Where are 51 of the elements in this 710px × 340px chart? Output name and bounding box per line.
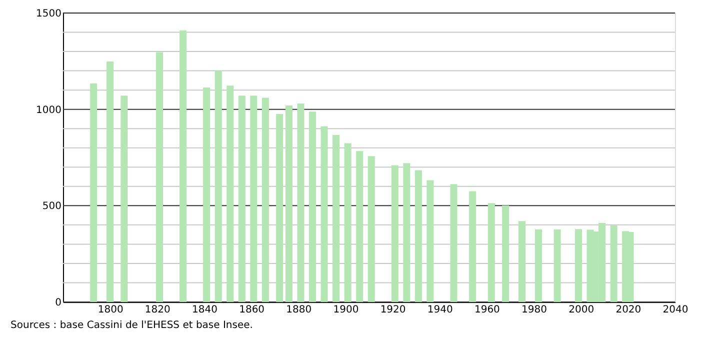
x-tick-label: 2020: [616, 304, 642, 316]
bar: [356, 151, 364, 302]
bar: [368, 156, 375, 302]
x-tick-label: 1800: [98, 304, 124, 316]
x-tick-label: 1900: [333, 304, 359, 316]
bar: [120, 96, 128, 302]
x-tick-label: 1980: [522, 304, 547, 316]
y-tick-label: 1000: [36, 104, 62, 116]
x-tick-label: 1840: [192, 304, 218, 316]
bar: [391, 165, 398, 302]
bar: [276, 114, 284, 302]
bar: [156, 52, 164, 302]
y-tick-label: 500: [42, 201, 62, 212]
bar: [332, 134, 340, 302]
bar: [203, 88, 210, 302]
bar: [344, 143, 352, 302]
bar: [403, 163, 410, 302]
bar: [502, 205, 510, 302]
x-tick-label: 2000: [568, 304, 594, 316]
bar: [469, 191, 476, 302]
bar: [450, 184, 458, 302]
bar: [90, 83, 98, 302]
y-tick-label: 0: [55, 298, 62, 308]
x-tick-label: 1960: [474, 304, 500, 316]
x-tick-label: 2040: [662, 304, 688, 316]
x-tick-label: 1880: [286, 304, 312, 316]
bar: [518, 221, 526, 302]
bar: [426, 180, 434, 302]
bar: [488, 203, 495, 302]
y-tick-label: 1500: [36, 8, 62, 20]
bar: [297, 104, 304, 302]
x-tick-label: 1920: [380, 304, 406, 316]
bar: [554, 229, 561, 302]
bar: [414, 170, 422, 302]
source-note: Sources : base Cassini de l'EHESS et base Insee.: [10, 320, 253, 331]
bar: [309, 112, 316, 302]
bar: [180, 30, 187, 302]
bar: [534, 229, 542, 302]
bar: [262, 98, 269, 302]
bar: [214, 70, 222, 302]
x-tick-label: 1940: [427, 304, 453, 316]
bar: [285, 105, 292, 302]
x-tick-label: 1860: [239, 304, 265, 316]
bar: [238, 96, 246, 302]
bar: [610, 226, 618, 302]
bar: [226, 86, 234, 302]
x-tick-label: 1820: [144, 304, 170, 316]
bar: [106, 62, 114, 302]
bar: [320, 126, 328, 302]
bar: [574, 229, 582, 302]
bar: [250, 96, 258, 302]
